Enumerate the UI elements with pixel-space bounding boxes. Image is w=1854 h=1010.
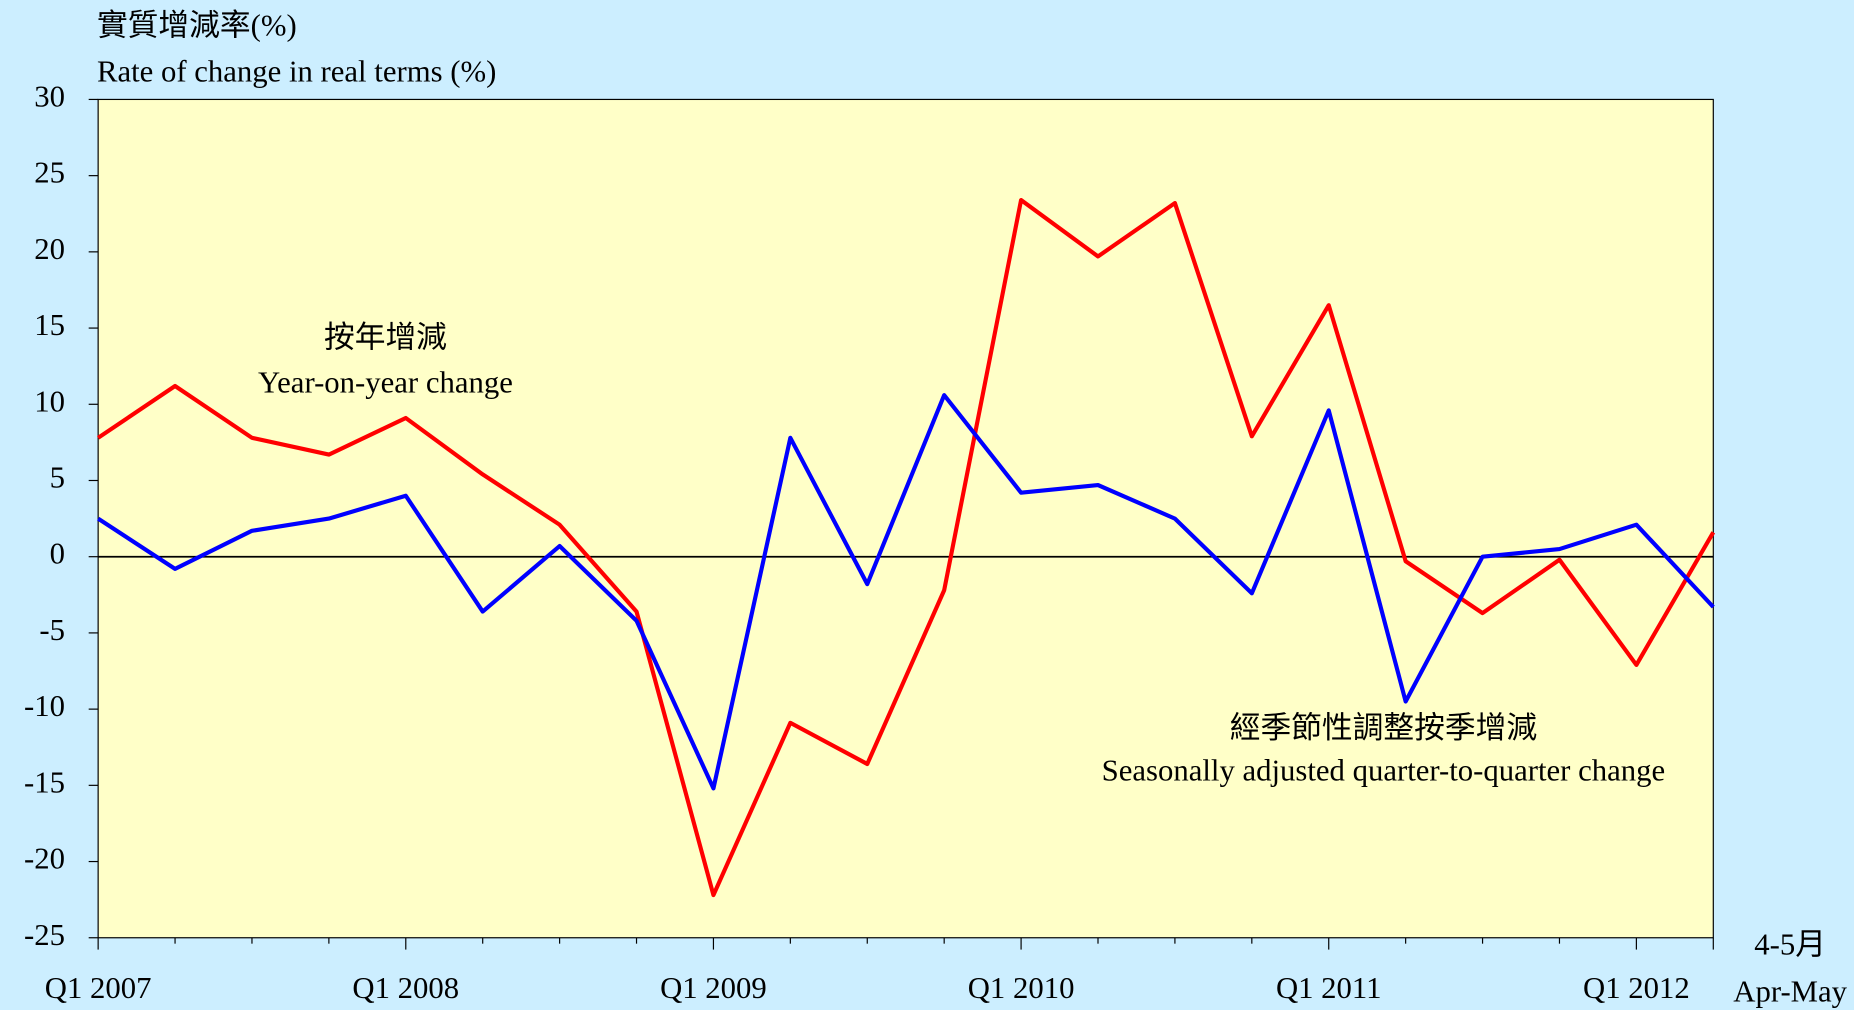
series-label-zh: 經季節性調整按季增減 (1230, 711, 1537, 745)
y-tick-label: 25 (34, 156, 65, 190)
x-tick-label: Q1 2008 (352, 971, 459, 1005)
plot-area (97, 98, 1714, 939)
x-tick-label: Q1 2011 (1276, 971, 1382, 1005)
x-tick-label: 4-5月 (1754, 927, 1826, 961)
x-tick-label: Q1 2007 (45, 971, 152, 1005)
y-tick-label: 30 (34, 79, 65, 113)
y-tick-label: 0 (50, 537, 65, 571)
series-line (96, 197, 1716, 898)
x-tick-label: Apr-May (1733, 975, 1847, 1009)
y-axis-label-zh: 實質增減率(%) (97, 9, 297, 43)
y-tick-label: 15 (34, 308, 65, 342)
y-tick-label: -10 (24, 689, 65, 723)
y-tick-label: 10 (34, 384, 65, 418)
series-label: Seasonally adjusted quarter-to-quarter c… (1102, 753, 1665, 787)
y-tick-label: -20 (24, 842, 65, 876)
series-label-zh: 按年增減 (324, 321, 447, 355)
x-tick-label: Q1 2012 (1583, 971, 1690, 1005)
x-tick-label: Q1 2010 (968, 971, 1075, 1005)
y-axis-label: Rate of change in real terms (%) (97, 55, 496, 89)
series-label: Year-on-year change (258, 366, 513, 400)
y-tick-label: 5 (50, 461, 65, 495)
y-tick-label: -15 (24, 765, 65, 799)
x-tick-label: Q1 2009 (660, 971, 767, 1005)
y-tick-label: -25 (24, 918, 65, 952)
y-tick-label: -5 (39, 613, 65, 647)
y-tick-label: 20 (34, 232, 65, 266)
series-line (97, 393, 1715, 791)
